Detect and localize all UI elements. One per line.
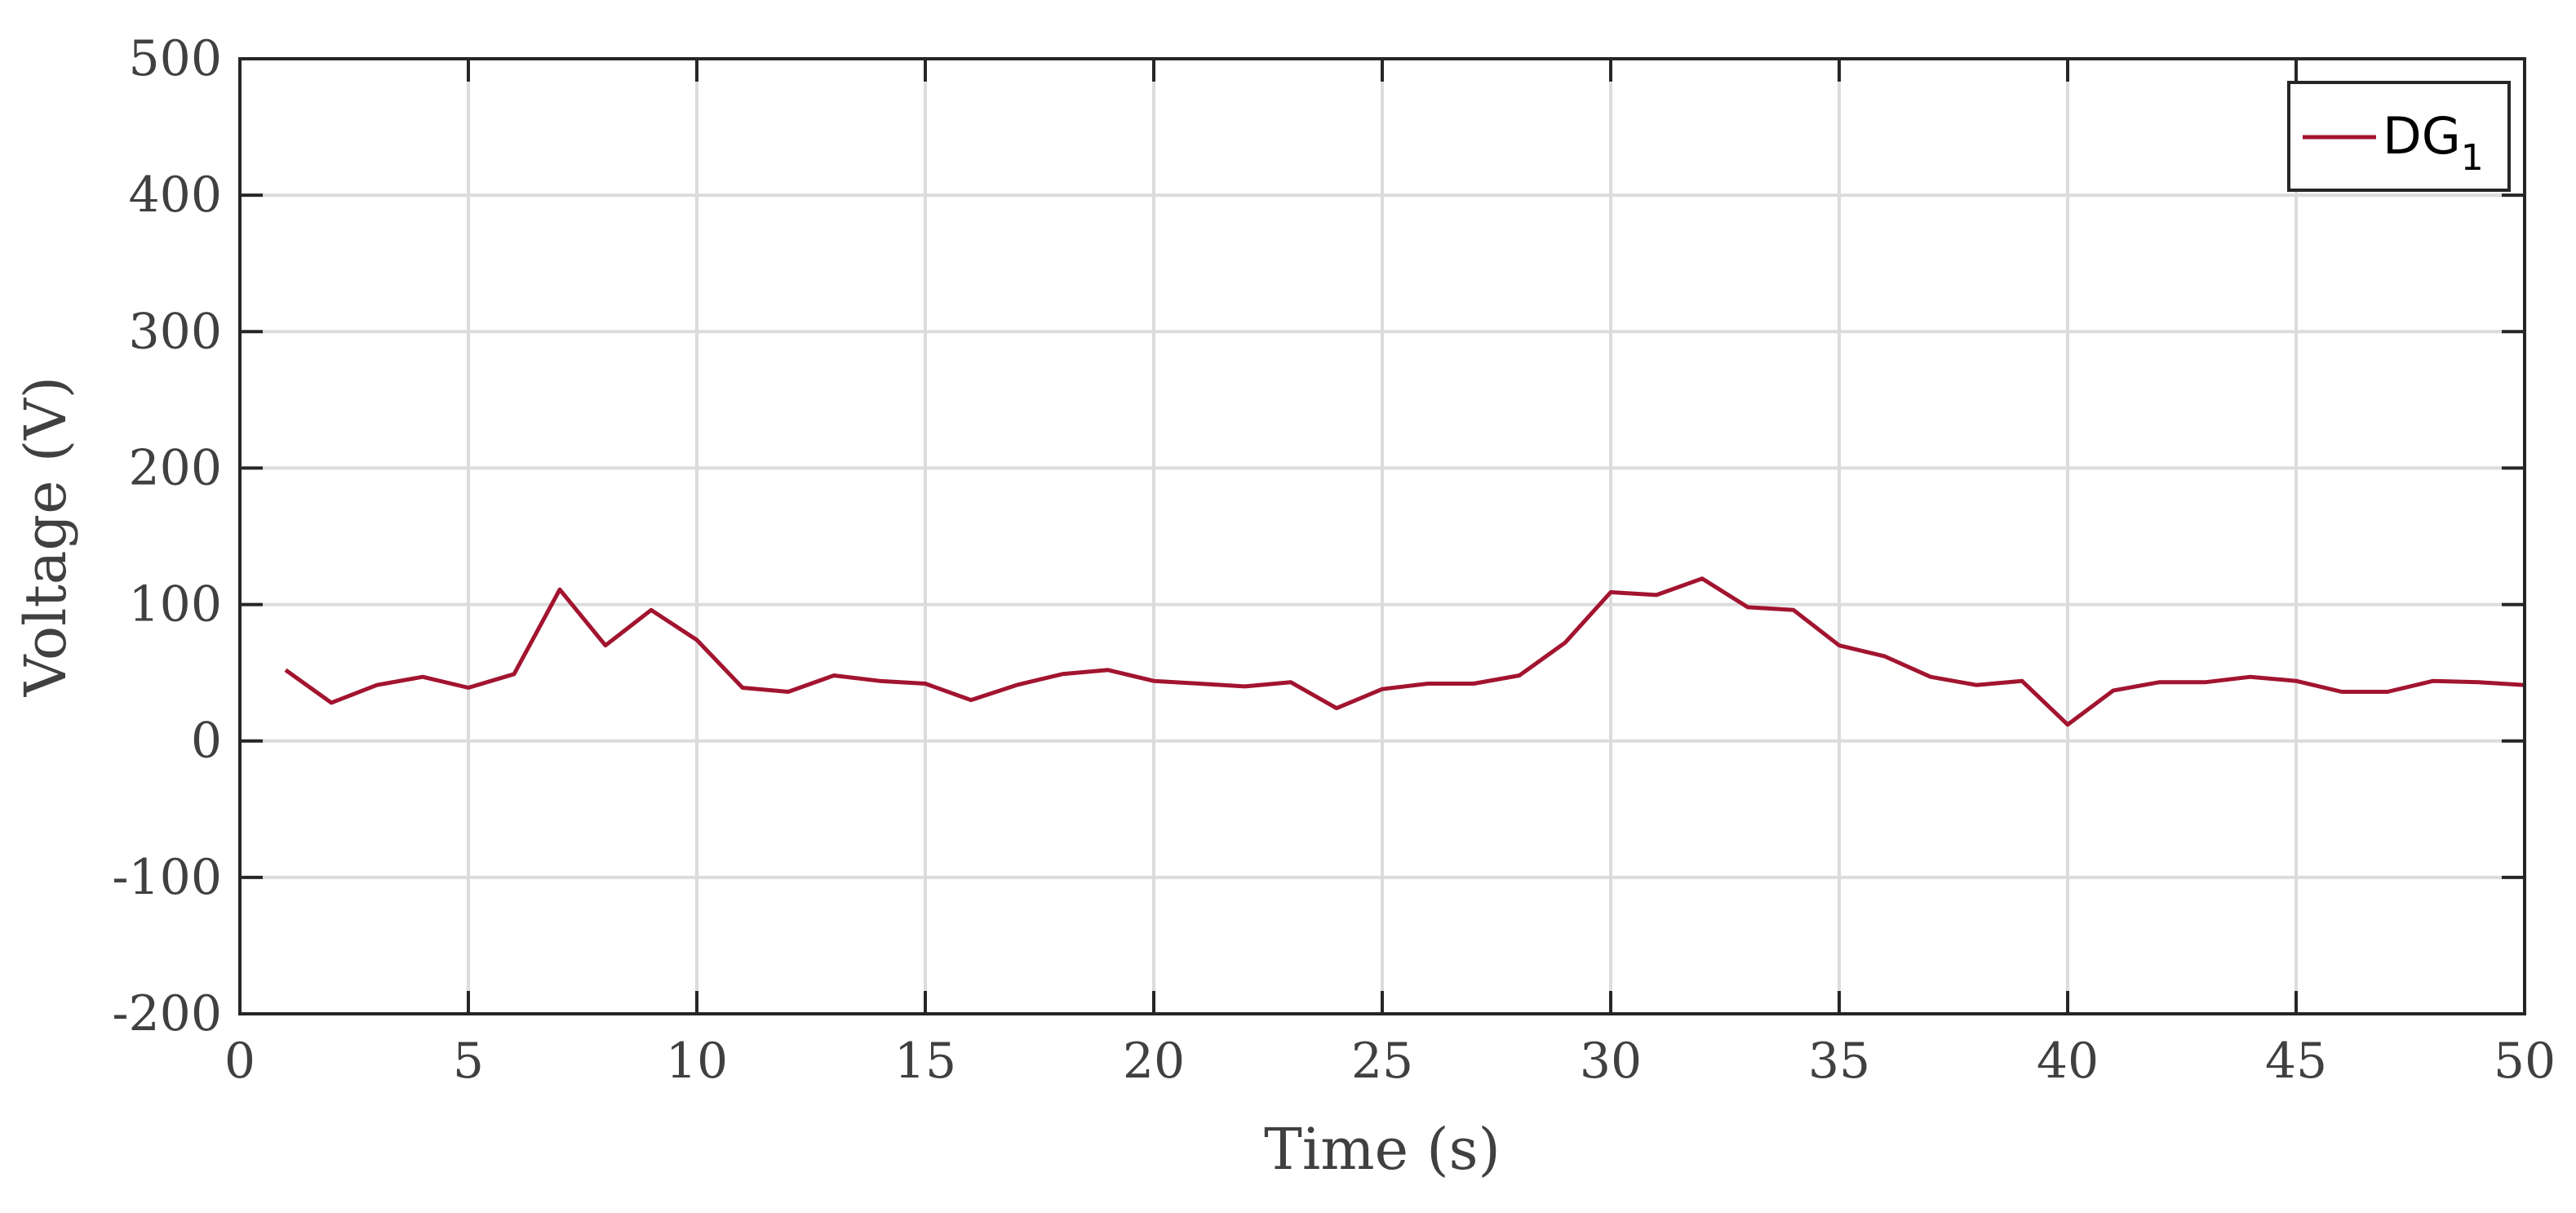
x-tick-label: 5 (453, 1033, 484, 1090)
x-axis-title: Time (s) (1264, 1116, 1501, 1183)
x-tick-label: 30 (1580, 1033, 1642, 1090)
x-tick-label: 35 (1808, 1033, 1870, 1090)
legend-label-dg1: DG1 (2383, 106, 2484, 179)
y-tick-label: 200 (128, 439, 222, 496)
y-tick-label: -100 (112, 849, 222, 906)
x-tick-label: 0 (224, 1033, 255, 1090)
y-tick-labels: -200 -100 0 100 200 300 400 500 (112, 30, 222, 1042)
x-tick-label: 40 (2037, 1033, 2099, 1090)
y-axis-title: Voltage (V) (12, 376, 79, 697)
x-tick-label: 10 (666, 1033, 728, 1090)
x-tick-label: 15 (894, 1033, 956, 1090)
series-group (284, 576, 2525, 727)
y-tick-label: 100 (128, 576, 222, 633)
x-tick-label: 45 (2265, 1033, 2327, 1090)
y-tick-label: -200 (112, 985, 222, 1042)
axis-ticks (238, 57, 2526, 1015)
x-tick-label: 25 (1351, 1033, 1413, 1090)
legend-label-subscript: 1 (2461, 137, 2484, 179)
x-tick-labels: 0 5 10 15 20 25 30 35 40 45 50 (224, 1033, 2556, 1090)
y-tick-label: 500 (128, 30, 222, 87)
x-tick-label: 50 (2494, 1033, 2556, 1090)
legend: DG1 (2287, 81, 2511, 192)
y-tick-label: 400 (128, 167, 222, 224)
y-tick-label: 300 (128, 303, 222, 360)
series-line-dg1 (284, 576, 2525, 727)
x-tick-label: 20 (1123, 1033, 1185, 1090)
y-tick-label: 0 (191, 713, 222, 770)
legend-label-base: DG (2383, 106, 2461, 166)
